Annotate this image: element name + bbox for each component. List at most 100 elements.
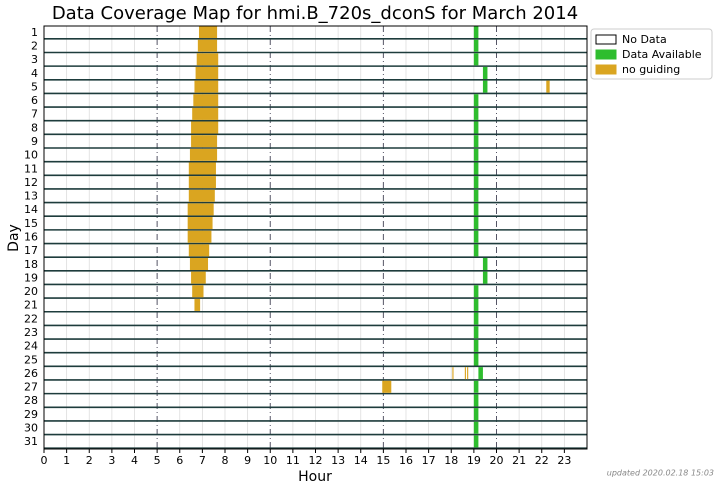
x-tick-label: 11 bbox=[286, 454, 300, 467]
interval bbox=[191, 271, 206, 284]
x-tick-label: 14 bbox=[354, 454, 368, 467]
chart-title: Data Coverage Map for hmi.B_720s_dconS f… bbox=[52, 3, 578, 24]
x-tick-label: 0 bbox=[41, 454, 48, 467]
y-tick-label: 29 bbox=[24, 408, 38, 421]
interval bbox=[473, 148, 479, 161]
interval bbox=[188, 244, 210, 257]
interval bbox=[473, 394, 479, 407]
y-tick-label: 11 bbox=[24, 162, 38, 175]
x-tick-label: 6 bbox=[176, 454, 183, 467]
interval bbox=[546, 80, 550, 93]
interval bbox=[192, 285, 204, 298]
legend-label: No Data bbox=[622, 33, 667, 46]
x-tick-label: 1 bbox=[63, 454, 70, 467]
y-tick-label: 14 bbox=[24, 203, 38, 216]
y-tick-label: 5 bbox=[31, 80, 38, 93]
y-tick-label: 1 bbox=[31, 26, 38, 39]
interval bbox=[464, 367, 466, 380]
y-tick-label: 8 bbox=[31, 121, 38, 134]
interval bbox=[193, 94, 219, 107]
y-tick-label: 2 bbox=[31, 39, 38, 52]
x-axis-label: Hour bbox=[298, 469, 332, 485]
interval bbox=[382, 380, 392, 393]
y-tick-label: 7 bbox=[31, 108, 38, 121]
x-tick-label: 20 bbox=[490, 454, 504, 467]
y-tick-label: 15 bbox=[24, 217, 38, 230]
x-tick-label: 23 bbox=[557, 454, 571, 467]
plot-frame bbox=[43, 25, 588, 450]
y-tick-label: 23 bbox=[24, 326, 38, 339]
interval bbox=[187, 230, 212, 243]
interval bbox=[473, 421, 479, 434]
x-tick-label: 17 bbox=[422, 454, 436, 467]
y-tick-label: 10 bbox=[24, 149, 38, 162]
interval bbox=[473, 176, 479, 189]
x-tick-label: 18 bbox=[444, 454, 458, 467]
interval bbox=[473, 408, 479, 421]
interval bbox=[473, 312, 479, 325]
interval bbox=[478, 367, 483, 380]
interval bbox=[473, 135, 479, 148]
y-tick-label: 17 bbox=[24, 244, 38, 257]
x-tick-label: 8 bbox=[222, 454, 229, 467]
y-tick-label: 27 bbox=[24, 381, 38, 394]
interval bbox=[192, 107, 219, 120]
interval bbox=[198, 26, 218, 39]
legend-label: no guiding bbox=[622, 63, 680, 76]
interval bbox=[473, 53, 479, 66]
interval bbox=[188, 162, 216, 175]
footer: updated 2020.02.18 15:03 bbox=[607, 469, 714, 478]
x-tick-label: 3 bbox=[108, 454, 115, 467]
y-tick-label: 22 bbox=[24, 312, 38, 325]
x-tick-label: 19 bbox=[467, 454, 481, 467]
interval bbox=[473, 339, 479, 352]
y-tick-label: 19 bbox=[24, 271, 38, 284]
x-tick-label: 5 bbox=[154, 454, 161, 467]
x-tick-label: 10 bbox=[263, 454, 277, 467]
interval bbox=[197, 39, 218, 52]
interval bbox=[482, 66, 488, 79]
x-tick-label: 21 bbox=[512, 454, 526, 467]
interval bbox=[189, 257, 209, 271]
interval bbox=[467, 367, 469, 380]
interval bbox=[473, 298, 479, 311]
interval bbox=[194, 80, 219, 93]
x-tick-label: 12 bbox=[309, 454, 323, 467]
interval bbox=[473, 230, 479, 243]
y-tick-label: 25 bbox=[24, 353, 38, 366]
interval bbox=[473, 26, 479, 39]
x-tick-label: 4 bbox=[131, 454, 138, 467]
legend-swatch bbox=[595, 49, 617, 60]
legend-label: Data Available bbox=[622, 48, 702, 61]
y-tick-label: 21 bbox=[24, 299, 38, 312]
y-tick-label: 4 bbox=[31, 67, 38, 80]
x-tick-label: 9 bbox=[244, 454, 251, 467]
interval bbox=[473, 353, 479, 366]
interval bbox=[482, 80, 488, 93]
y-axis-label: Day bbox=[6, 224, 22, 252]
interval bbox=[473, 189, 479, 202]
y-tick-label: 31 bbox=[24, 435, 38, 448]
y-tick-label: 24 bbox=[24, 340, 38, 353]
interval bbox=[191, 121, 219, 134]
x-tick-label: 13 bbox=[331, 454, 345, 467]
interval bbox=[194, 298, 201, 311]
interval bbox=[187, 217, 213, 230]
legend-swatch bbox=[595, 64, 617, 75]
interval bbox=[473, 121, 479, 134]
interval bbox=[473, 107, 479, 120]
y-tick-label: 3 bbox=[31, 53, 38, 66]
y-tick-label: 6 bbox=[31, 94, 38, 107]
interval bbox=[482, 271, 488, 284]
y-tick-label: 30 bbox=[24, 422, 38, 435]
interval bbox=[188, 189, 215, 202]
x-tick-label: 16 bbox=[399, 454, 413, 467]
y-tick-label: 20 bbox=[24, 285, 38, 298]
interval bbox=[473, 285, 479, 298]
interval bbox=[189, 148, 218, 161]
x-tick-label: 7 bbox=[199, 454, 206, 467]
interval bbox=[473, 326, 479, 339]
y-tick-label: 26 bbox=[24, 367, 38, 380]
